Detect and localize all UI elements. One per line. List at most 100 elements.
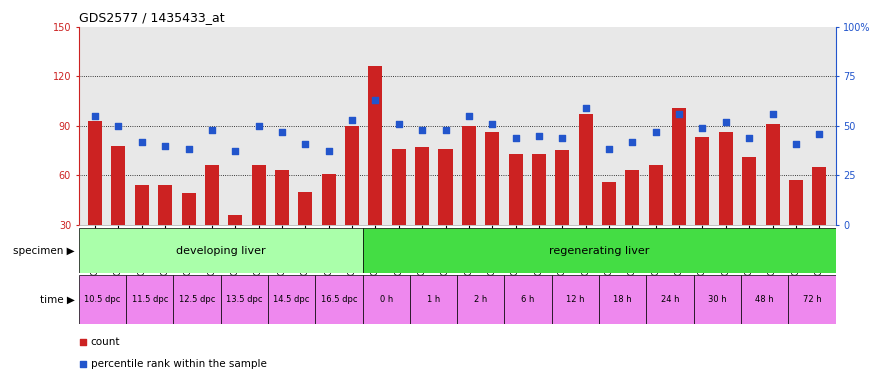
Bar (173, 275, 220, 324)
Bar (672, 108, 686, 274)
Point (88, 113, 102, 119)
Bar (458, 275, 505, 324)
Point (298, 141, 312, 147)
Bar (647, 275, 694, 324)
Bar (696, 137, 710, 274)
Text: 14.5 dpc: 14.5 dpc (273, 295, 310, 304)
Bar (602, 182, 616, 274)
Bar (362, 275, 410, 324)
Point (812, 131, 826, 137)
Bar (79, 275, 126, 324)
Text: regenerating liver: regenerating liver (549, 245, 649, 256)
Point (252, 123, 266, 129)
Text: 12 h: 12 h (566, 295, 584, 304)
Bar (626, 170, 640, 274)
Point (462, 113, 476, 119)
Bar (486, 132, 500, 274)
Point (181, 146, 195, 152)
Text: percentile rank within the sample: percentile rank within the sample (91, 359, 267, 369)
Point (719, 119, 733, 125)
Point (135, 139, 149, 145)
Point (275, 129, 289, 135)
Bar (88, 121, 102, 274)
Bar (79, 228, 362, 273)
Bar (741, 275, 788, 324)
Bar (415, 147, 429, 274)
Point (648, 129, 662, 135)
Point (415, 127, 429, 133)
Bar (812, 167, 826, 274)
Point (76, 361, 90, 367)
Bar (275, 170, 289, 274)
Text: 1 h: 1 h (427, 295, 440, 304)
Point (392, 121, 406, 127)
Point (228, 148, 242, 154)
Point (532, 132, 546, 139)
Bar (648, 166, 662, 274)
Bar (742, 157, 756, 274)
Point (486, 121, 500, 127)
Bar (252, 166, 266, 274)
Bar (410, 275, 458, 324)
Bar (789, 180, 803, 274)
Point (766, 111, 780, 117)
Bar (578, 114, 592, 274)
Text: 16.5 dpc: 16.5 dpc (320, 295, 357, 304)
Bar (462, 126, 476, 274)
Bar (322, 174, 336, 274)
Point (438, 127, 452, 133)
Point (626, 139, 640, 145)
Text: 72 h: 72 h (802, 295, 822, 304)
Bar (126, 275, 173, 324)
Text: 18 h: 18 h (613, 295, 632, 304)
Point (322, 148, 336, 154)
Text: 30 h: 30 h (708, 295, 726, 304)
Point (158, 142, 172, 149)
Point (345, 117, 359, 123)
Point (578, 105, 592, 111)
Text: 6 h: 6 h (522, 295, 535, 304)
Bar (694, 275, 741, 324)
Text: developing liver: developing liver (176, 245, 265, 256)
Text: 11.5 dpc: 11.5 dpc (131, 295, 168, 304)
Text: time ▶: time ▶ (39, 295, 74, 305)
Bar (135, 185, 149, 274)
Point (602, 146, 616, 152)
Bar (766, 124, 780, 274)
Point (368, 97, 382, 103)
Point (205, 127, 219, 133)
Bar (220, 275, 268, 324)
Point (111, 123, 125, 129)
Bar (158, 185, 172, 274)
Bar (788, 275, 836, 324)
Point (789, 141, 803, 147)
Bar (599, 275, 647, 324)
Point (508, 134, 522, 141)
Bar (345, 126, 359, 274)
Point (696, 125, 710, 131)
Text: 10.5 dpc: 10.5 dpc (84, 295, 121, 304)
Text: 2 h: 2 h (474, 295, 487, 304)
Text: 12.5 dpc: 12.5 dpc (178, 295, 215, 304)
Bar (205, 166, 219, 274)
Bar (438, 149, 452, 274)
Point (76, 339, 90, 345)
Bar (552, 275, 599, 324)
Text: GDS2577 / 1435433_at: GDS2577 / 1435433_at (79, 11, 224, 24)
Bar (508, 154, 522, 274)
Bar (505, 275, 552, 324)
Bar (268, 275, 315, 324)
Text: count: count (91, 337, 120, 347)
Text: 13.5 dpc: 13.5 dpc (226, 295, 262, 304)
Bar (719, 132, 733, 274)
Bar (392, 149, 406, 274)
Bar (181, 193, 195, 274)
Text: 0 h: 0 h (380, 295, 393, 304)
Bar (532, 154, 546, 274)
Bar (298, 192, 312, 274)
Bar (362, 228, 836, 273)
Bar (228, 215, 242, 274)
Text: 48 h: 48 h (755, 295, 774, 304)
Point (556, 134, 570, 141)
Text: 24 h: 24 h (661, 295, 679, 304)
